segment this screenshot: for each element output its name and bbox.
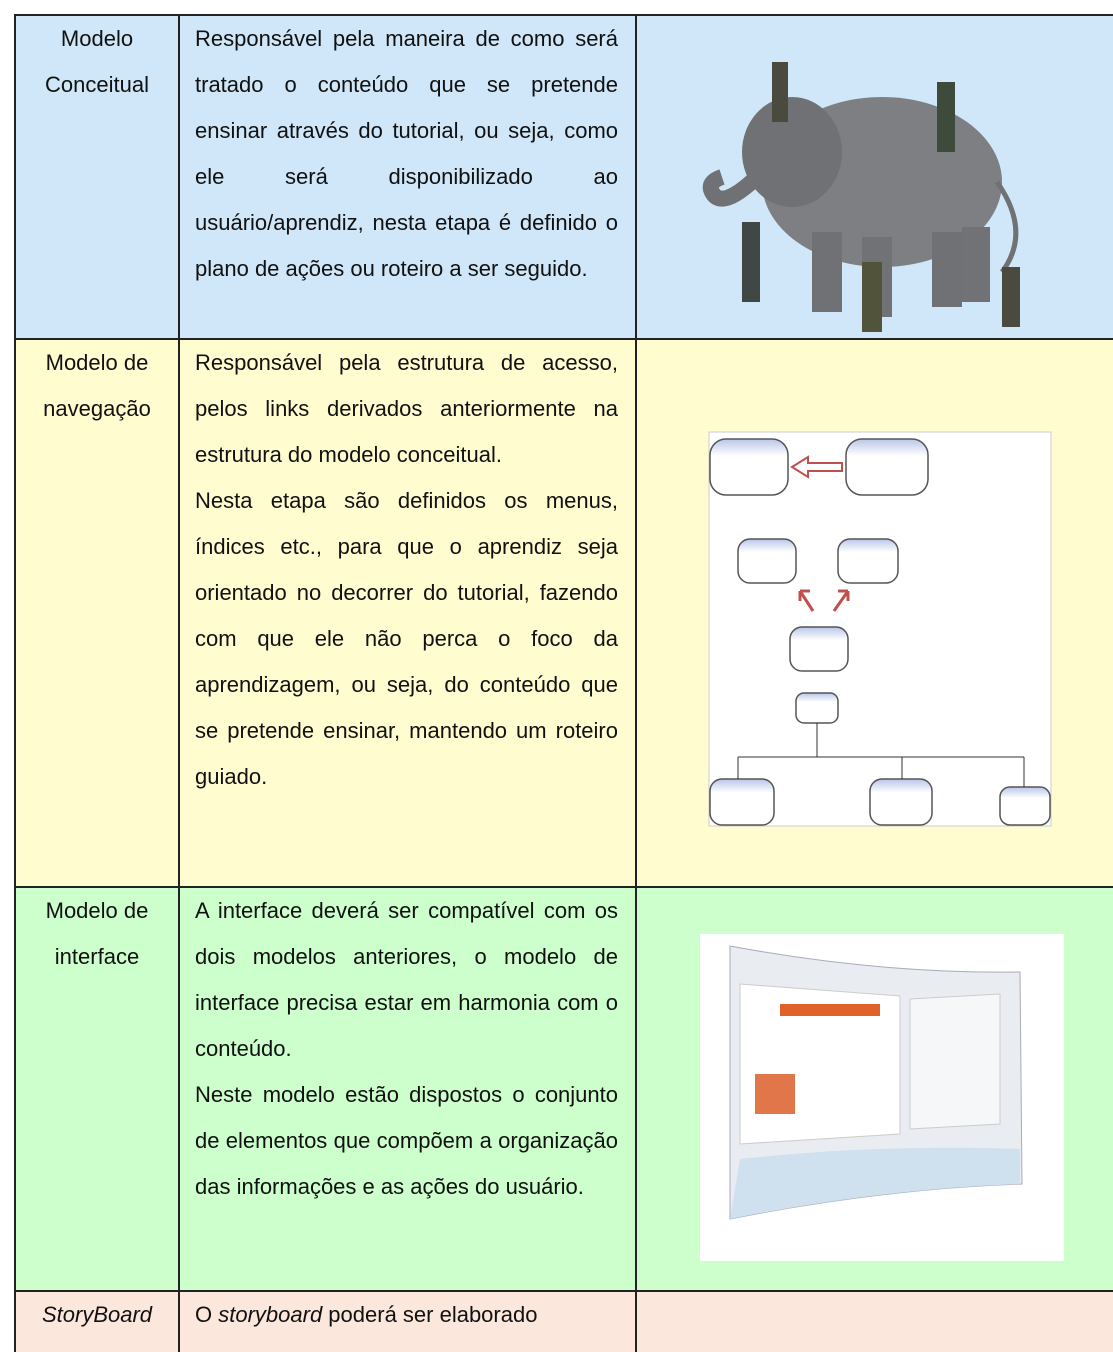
row: StoryBoard O storyboard poderá ser elabo… — [14, 1290, 1113, 1352]
label-cell: Modelo de navegação — [14, 338, 180, 888]
emphasis: storyboard — [218, 1302, 323, 1327]
elephant-illustration — [702, 62, 1020, 332]
text: poderá ser elaborado — [322, 1302, 538, 1327]
navigation-diagram — [708, 431, 1052, 827]
paragraph: A interface deverá ser compatível com os… — [195, 898, 618, 1061]
row: Modelo de interface A interface deverá s… — [14, 886, 1113, 1292]
row: Modelo de navegação Responsável pela est… — [14, 338, 1113, 888]
paragraph: Nesta etapa são definidos os menus, índi… — [195, 488, 618, 789]
paragraph: Responsável pela maneira de como será tr… — [195, 26, 618, 281]
image-cell — [635, 338, 1113, 888]
description-cell: Responsável pela maneira de como será tr… — [178, 14, 637, 340]
label-cell: Modelo de interface — [14, 886, 180, 1292]
label-cell: Modelo Conceitual — [14, 14, 180, 340]
description-cell: Responsável pela estrutura de acesso, pe… — [178, 338, 637, 888]
image-cell — [635, 1290, 1113, 1352]
description-cell: O storyboard poderá ser elaborado — [178, 1290, 637, 1352]
text: O — [195, 1302, 219, 1327]
paragraph: Neste modelo estão dispostos o conjunto … — [195, 1082, 618, 1199]
paragraph: Responsável pela estrutura de acesso, pe… — [195, 350, 618, 467]
image-cell — [635, 886, 1113, 1292]
paragraph: O storyboard poderá ser elaborado — [195, 1292, 618, 1338]
label-cell: StoryBoard — [14, 1290, 180, 1352]
image-cell — [635, 14, 1113, 340]
interface-screenshot — [700, 934, 1064, 1261]
description-cell: A interface deverá ser compatível com os… — [178, 886, 637, 1292]
row: Modelo Conceitual Responsável pela manei… — [14, 14, 1113, 340]
models-table: Modelo Conceitual Responsável pela manei… — [14, 14, 1113, 1352]
